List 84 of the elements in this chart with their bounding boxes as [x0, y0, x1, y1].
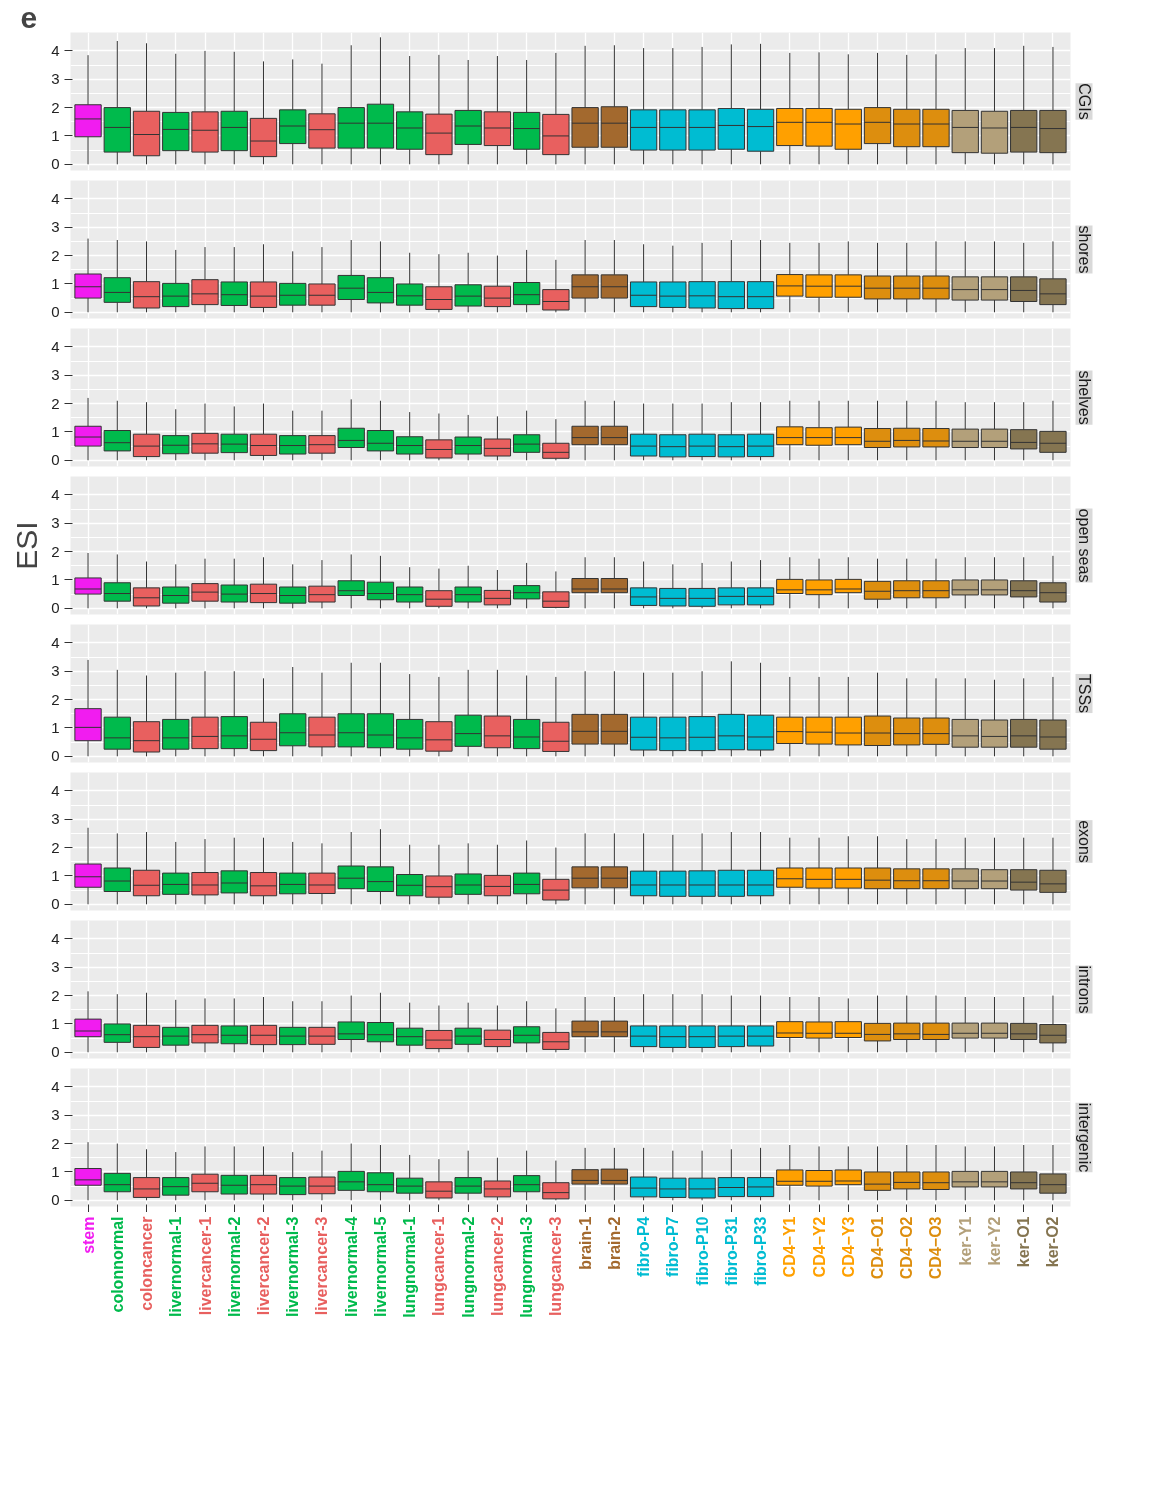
x-tick-label: brain-1 — [576, 1216, 594, 1270]
y-tick-label: 0 — [51, 155, 60, 173]
x-tick-label: lungnormal-3 — [518, 1216, 536, 1318]
y-tick-label: 1 — [51, 866, 60, 884]
y-tick-label: 0 — [51, 303, 60, 321]
y-tick-label: 4 — [51, 337, 60, 355]
y-tick-label: 4 — [51, 485, 60, 503]
x-tick-label: fibro-P33 — [752, 1216, 770, 1286]
y-tick-label: 4 — [51, 781, 60, 799]
x-tick-label: brain-2 — [605, 1216, 623, 1270]
text: e — [20, 0, 38, 34]
y-tick-label: 2 — [51, 394, 60, 412]
text: exons — [1075, 820, 1093, 863]
text: introns — [1075, 965, 1093, 1014]
y-tick-label: 4 — [51, 633, 60, 651]
y-tick-label: 0 — [51, 451, 60, 469]
x-tick-label: CD4−O2 — [898, 1216, 916, 1280]
x-tick-label: lungnormal-1 — [401, 1216, 419, 1318]
x-tick-label: fibro-P10 — [693, 1216, 711, 1286]
y-tick-label: 4 — [51, 929, 60, 947]
x-tick-label: fibro-P31 — [722, 1216, 740, 1286]
x-tick-label: CD4−Y1 — [781, 1216, 799, 1278]
y-tick-label: 3 — [51, 218, 60, 236]
x-tick-label: lungcancer-2 — [488, 1216, 506, 1317]
text: CGIs — [1075, 83, 1093, 120]
y-tick-label: 0 — [51, 1191, 60, 1209]
text: shelves — [1075, 370, 1093, 425]
y-tick-label: 3 — [51, 958, 60, 976]
text: shores — [1075, 225, 1093, 274]
x-tick-label: ker-O1 — [1015, 1216, 1033, 1268]
y-tick-label: 1 — [51, 570, 60, 588]
text: intergenic — [1075, 1102, 1093, 1173]
x-tick-label: livernormal-3 — [284, 1216, 302, 1317]
y-tick-label: 1 — [51, 422, 60, 440]
x-tick-label: livernormal-5 — [371, 1216, 389, 1317]
text: TSSs — [1075, 673, 1093, 714]
y-tick-label: 4 — [51, 1077, 60, 1095]
x-tick-label: stem — [79, 1216, 97, 1254]
y-tick-label: 0 — [51, 747, 60, 765]
y-tick-label: 3 — [51, 810, 60, 828]
x-tick-label: livercancer-1 — [196, 1216, 214, 1316]
y-tick-label: 2 — [51, 542, 60, 560]
x-tick-label: CD4−O1 — [869, 1216, 887, 1280]
y-tick-label: 4 — [51, 189, 60, 207]
y-tick-label: 1 — [51, 274, 60, 292]
y-tick-label: 0 — [51, 895, 60, 913]
y-tick-label: 3 — [51, 366, 60, 384]
x-tick-label: colonnormal — [108, 1216, 126, 1313]
y-tick-label: 4 — [51, 41, 60, 59]
x-tick-label: CD4−Y3 — [839, 1216, 857, 1278]
x-tick-label: fibro-P7 — [664, 1216, 682, 1277]
x-tick-label: CD4−Y2 — [810, 1216, 828, 1278]
x-tick-label: ker-Y1 — [956, 1216, 974, 1266]
y-tick-label: 2 — [51, 690, 60, 708]
x-tick-label: livercancer-2 — [254, 1216, 272, 1316]
y-tick-label: 2 — [51, 98, 60, 116]
y-tick-label: 2 — [51, 838, 60, 856]
y-axis-title: ESI — [10, 521, 44, 570]
y-tick-label: 2 — [51, 246, 60, 264]
x-tick-label: livernormal-2 — [225, 1216, 243, 1317]
y-tick-label: 3 — [51, 1106, 60, 1124]
y-tick-label: 1 — [51, 718, 60, 736]
y-tick-label: 2 — [51, 1134, 60, 1152]
y-tick-label: 2 — [51, 986, 60, 1004]
x-tick-label: ker-O2 — [1044, 1216, 1062, 1268]
x-tick-label: ker-Y2 — [985, 1216, 1003, 1266]
x-tick-label: fibro-P4 — [635, 1216, 653, 1277]
x-tick-label: lungcancer-3 — [547, 1216, 565, 1317]
x-tick-label: livernormal-1 — [167, 1216, 185, 1317]
x-tick-label: lungnormal-2 — [459, 1216, 477, 1318]
y-tick-label: 3 — [51, 514, 60, 532]
y-tick-label: 0 — [51, 599, 60, 617]
x-tick-label: livercancer-3 — [313, 1216, 331, 1316]
x-tick-label: coloncancer — [138, 1216, 156, 1311]
x-tick-label: livernormal-4 — [342, 1216, 360, 1317]
y-tick-label: 3 — [51, 662, 60, 680]
y-tick-label: 0 — [51, 1043, 60, 1061]
y-tick-label: 1 — [51, 1162, 60, 1180]
text: open seas — [1075, 508, 1093, 583]
y-tick-label: 3 — [51, 70, 60, 88]
y-tick-label: 1 — [51, 1014, 60, 1032]
y-tick-label: 1 — [51, 126, 60, 144]
x-tick-label: CD4−O3 — [927, 1216, 945, 1280]
x-tick-label: lungcancer-1 — [430, 1216, 448, 1317]
